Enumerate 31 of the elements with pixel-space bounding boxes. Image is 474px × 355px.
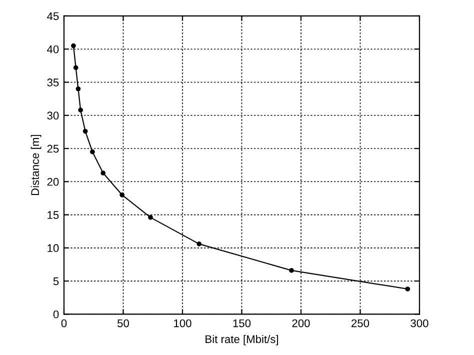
y-axis-title: Distance [m]	[30, 134, 42, 196]
point	[73, 65, 78, 70]
x-tick-label: 300	[410, 319, 428, 328]
point	[82, 128, 88, 134]
point	[148, 214, 153, 220]
point	[405, 286, 410, 292]
point	[76, 86, 81, 92]
y-tick-label: 40	[47, 45, 59, 54]
x-tick-label: 100	[174, 319, 192, 328]
y-tick-label: 10	[48, 244, 59, 252]
point	[100, 170, 106, 176]
x-tick-label: 150	[233, 319, 251, 328]
point	[90, 149, 95, 154]
y-tick-label: 15	[48, 211, 59, 219]
y-tick-label: 25	[47, 144, 59, 153]
y-tick-label: 45	[47, 12, 59, 20]
y-tick-label: 5	[53, 277, 59, 286]
point	[120, 192, 124, 198]
y-tick-label: 30	[47, 112, 59, 120]
x-axis-title: Bit rate [Mbit/s]	[206, 334, 278, 346]
x-tick-label: 0	[61, 319, 67, 328]
y-tick-label: 35	[47, 78, 59, 86]
point	[78, 108, 84, 113]
y-tick-label: 0	[53, 310, 59, 318]
x-tick-label: 250	[352, 319, 370, 328]
point	[71, 43, 76, 48]
y-tick-label: 20	[47, 178, 59, 186]
x-tick-label: 50	[118, 319, 129, 328]
point	[196, 242, 202, 246]
point	[289, 268, 294, 273]
x-tick-label: 200	[292, 319, 310, 328]
